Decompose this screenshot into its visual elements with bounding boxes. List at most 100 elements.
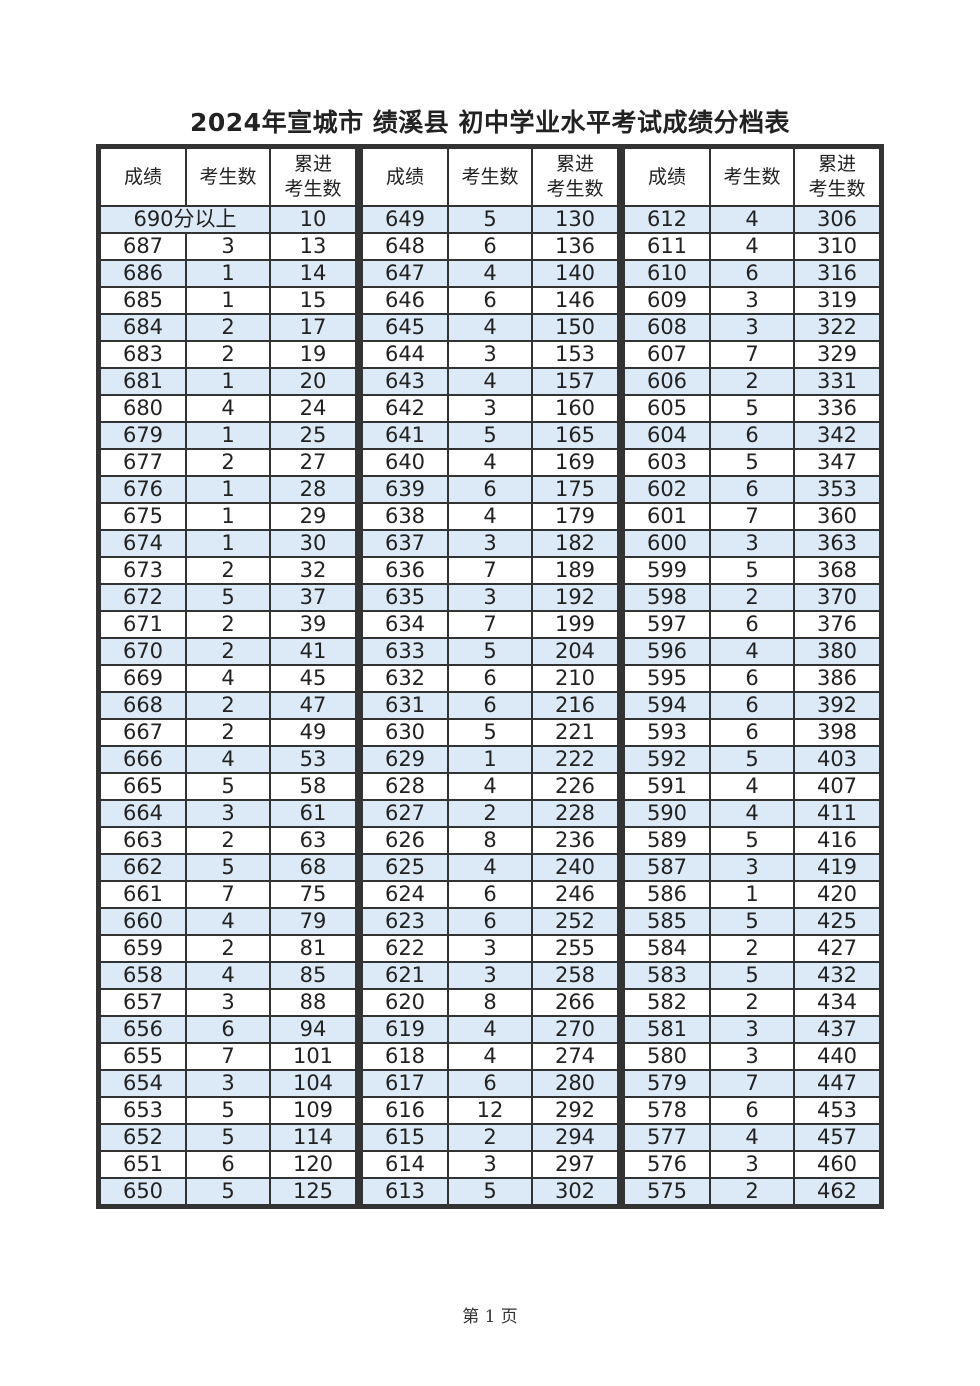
count-cell: 1 [185,529,271,558]
count-cell: 5 [709,745,795,774]
table-row: 585 5 425 [623,907,881,936]
count-cell: 5 [185,1096,271,1125]
cumulative-cell: 297 [531,1150,619,1179]
table-row: 673 2 32 [99,556,357,585]
count-cell: 6 [447,286,533,315]
count-cell: 2 [447,1123,533,1152]
cumulative-cell: 14 [269,259,357,288]
score-cell: 654 [99,1069,187,1098]
cumulative-cell: 120 [269,1150,357,1179]
count-cell: 7 [447,610,533,639]
table-row: 612 4 306 [623,205,881,234]
cumulative-cell: 10 [269,205,357,234]
count-cell: 6 [185,1150,271,1179]
score-cell: 668 [99,691,187,720]
count-cell: 5 [709,961,795,990]
cumulative-cell: 45 [269,664,357,693]
cumulative-cell: 165 [531,421,619,450]
table-row: 641 5 165 [361,421,619,450]
count-cell: 5 [447,1177,533,1206]
cumulative-cell: 294 [531,1123,619,1152]
table-row: 654 3 104 [99,1069,357,1098]
count-cell: 7 [185,880,271,909]
count-cell: 5 [447,637,533,666]
score-cell: 630 [361,718,449,747]
cumulative-cell: 240 [531,853,619,882]
cumulative-cell: 347 [793,448,881,477]
table-row: 589 5 416 [623,826,881,855]
count-cell: 1 [185,421,271,450]
cumulative-cell: 266 [531,988,619,1017]
score-cell: 634 [361,610,449,639]
cumulative-cell: 85 [269,961,357,990]
count-cell: 4 [185,961,271,990]
score-cell: 661 [99,880,187,909]
table-row: 613 5 302 [361,1177,619,1206]
score-cell: 627 [361,799,449,828]
count-cell: 7 [709,502,795,531]
cumulative-cell: 392 [793,691,881,720]
score-cell: 601 [623,502,711,531]
cumulative-cell: 25 [269,421,357,450]
cumulative-cell: 310 [793,232,881,261]
count-cell: 3 [185,232,271,261]
table-row: 582 2 434 [623,988,881,1017]
count-cell: 2 [709,1177,795,1206]
table-row: 599 5 368 [623,556,881,585]
column-header: 考生数 [709,147,795,207]
table-row: 687 3 13 [99,232,357,261]
table-row: 622 3 255 [361,934,619,963]
cumulative-cell: 32 [269,556,357,585]
count-cell: 3 [185,1069,271,1098]
cumulative-cell: 380 [793,637,881,666]
score-cell: 599 [623,556,711,585]
count-cell: 4 [447,448,533,477]
cumulative-cell: 292 [531,1096,619,1125]
table-group-1: 成绩 考生数 累进 考生数 690分以上 10 687 3 13 686 1 14 685 1 15 684… [99,147,357,1206]
cumulative-cell: 157 [531,367,619,396]
cumulative-cell: 160 [531,394,619,423]
table-row: 633 5 204 [361,637,619,666]
table-row: 659 2 81 [99,934,357,963]
table-row: 635 3 192 [361,583,619,612]
column-header: 成绩 [99,147,187,207]
count-cell: 2 [185,637,271,666]
score-cell: 687 [99,232,187,261]
count-cell: 5 [447,421,533,450]
cumulative-cell: 30 [269,529,357,558]
score-cell: 586 [623,880,711,909]
count-cell: 3 [447,394,533,423]
table-row: 650 5 125 [99,1177,357,1206]
table-row: 601 7 360 [623,502,881,531]
table-row: 628 4 226 [361,772,619,801]
score-cell: 625 [361,853,449,882]
count-cell: 2 [185,718,271,747]
score-cell: 585 [623,907,711,936]
table-row: 648 6 136 [361,232,619,261]
score-cell: 674 [99,529,187,558]
cumulative-cell: 376 [793,610,881,639]
cumulative-cell: 47 [269,691,357,720]
count-cell: 2 [709,367,795,396]
score-cell: 659 [99,934,187,963]
table-row: 614 3 297 [361,1150,619,1179]
cumulative-cell: 94 [269,1015,357,1044]
count-cell: 4 [709,1123,795,1152]
header-row: 成绩 考生数 累进 考生数 [99,147,357,207]
table-row: 669 4 45 [99,664,357,693]
cumulative-cell: 222 [531,745,619,774]
table-row: 611 4 310 [623,232,881,261]
table-row: 600 3 363 [623,529,881,558]
cumulative-cell: 252 [531,907,619,936]
score-cell: 619 [361,1015,449,1044]
table-row: 577 4 457 [623,1123,881,1152]
score-cell: 602 [623,475,711,504]
table-row: 616 12 292 [361,1096,619,1125]
cumulative-cell: 319 [793,286,881,315]
count-cell: 4 [185,394,271,423]
table-row: 644 3 153 [361,340,619,369]
count-cell: 5 [185,772,271,801]
count-cell: 6 [185,1015,271,1044]
table-row: 670 2 41 [99,637,357,666]
cumulative-cell: 28 [269,475,357,504]
